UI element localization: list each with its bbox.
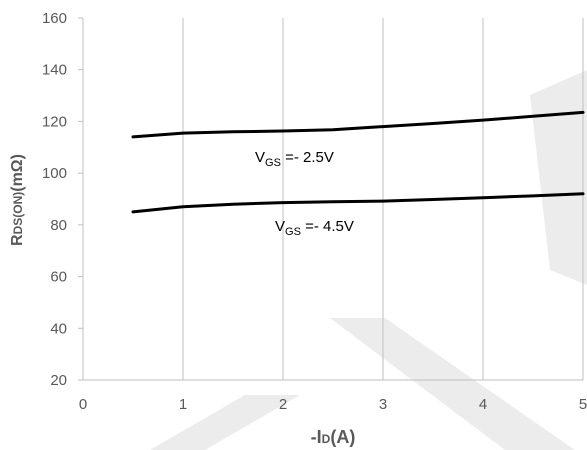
x-axis-title-unit: (A) <box>330 427 355 447</box>
y-tick-label: 140 <box>42 62 67 79</box>
watermark <box>150 70 587 450</box>
grid-lines <box>182 18 584 380</box>
series-label-vgs-4-5v: VGS =- 4.5V <box>275 218 354 238</box>
y-tick-label: 20 <box>50 372 67 389</box>
y-tick-label: 60 <box>50 269 67 286</box>
x-tick-label: 4 <box>479 396 487 413</box>
y-tick-label: 100 <box>42 165 67 182</box>
series-label-vgs-2-5v: VGS =- 2.5V <box>255 149 334 169</box>
series-label-gs-sub: GS <box>285 226 301 238</box>
y-tick-label: 160 <box>42 10 67 27</box>
x-tick-label: 0 <box>79 396 87 413</box>
y-axis-title: RDS(ON)(mΩ) <box>9 154 26 246</box>
x-tick-label: 2 <box>279 396 287 413</box>
axis-lines <box>78 17 583 381</box>
series-label-v: V <box>255 149 265 166</box>
y-tick-label: 120 <box>42 113 67 130</box>
y-axis-title-sub: DS(ON) <box>11 192 25 235</box>
x-tick-label: 1 <box>179 396 187 413</box>
y-tick-label: 80 <box>50 217 67 234</box>
series-label-gs-sub: GS <box>265 157 281 169</box>
tick-labels: 20 40 60 80 100 120 140 160 0 1 2 3 4 5 <box>42 10 587 413</box>
series-lines <box>131 110 585 214</box>
x-axis-title: -ID(A) <box>311 427 356 447</box>
x-tick-label: 5 <box>579 396 587 413</box>
series-line-1 <box>131 110 585 139</box>
y-axis-title-main: R <box>9 234 26 246</box>
y-axis-title-unit: (mΩ) <box>9 154 26 192</box>
x-axis-title-sub: D <box>322 432 331 446</box>
series-line-2 <box>131 192 585 214</box>
y-tick-label: 40 <box>50 320 67 337</box>
series-label-v: V <box>275 218 285 235</box>
series-label-value: =- 2.5V <box>281 149 334 166</box>
x-tick-label: 3 <box>379 396 387 413</box>
series-label-value: =- 4.5V <box>301 218 354 235</box>
x-axis-title-main: -I <box>311 427 322 447</box>
